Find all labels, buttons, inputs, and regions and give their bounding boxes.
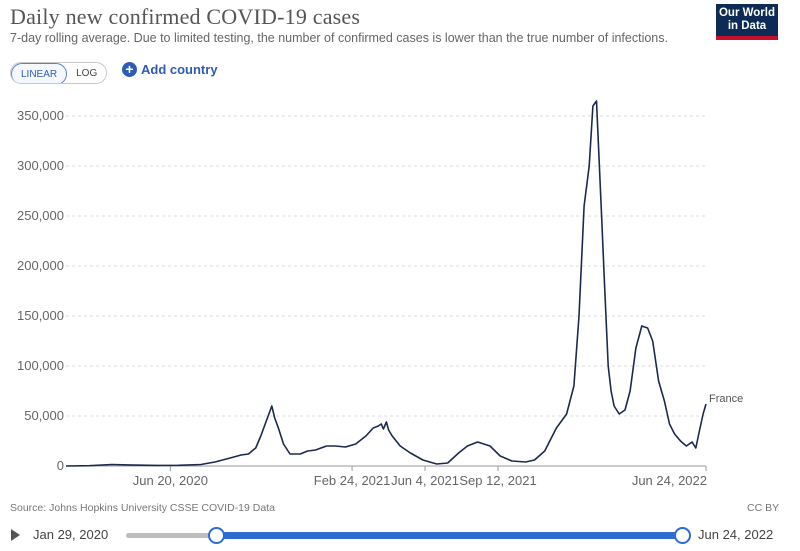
timeline-end-label: Jun 24, 2022	[698, 527, 774, 542]
x-tick-label: Jun 4, 2021	[391, 473, 459, 488]
series-label-france: France	[709, 393, 743, 405]
y-tick-label: 350,000	[17, 108, 64, 123]
chart-subtitle: 7-day rolling average. Due to limited te…	[10, 31, 668, 45]
x-tick-label: Sep 12, 2021	[459, 473, 536, 488]
series-group: France	[65, 100, 743, 467]
plus-circle-icon: +	[122, 62, 137, 77]
y-tick-label: 0	[57, 458, 64, 473]
scale-toggle: LINEAR LOG	[10, 62, 108, 84]
owid-logo[interactable]: Our World in Data	[716, 4, 778, 40]
linear-scale-button[interactable]: LINEAR	[11, 63, 68, 83]
chart-title: Daily new confirmed COVID-19 cases	[10, 4, 361, 29]
license-link[interactable]: CC BY	[747, 502, 780, 514]
y-tick-label: 100,000	[17, 358, 64, 373]
y-axis: 0 50,000 100,000 150,000 200,000 250,000 300,0…	[17, 108, 64, 473]
log-scale-button[interactable]: LOG	[76, 67, 98, 79]
timeline-start-label: Jan 29, 2020	[33, 527, 109, 542]
y-tick-label: 250,000	[17, 208, 64, 223]
y-tick-label: 200,000	[17, 258, 64, 273]
y-tick-label: 50,000	[24, 408, 64, 423]
timeline-selected-range	[216, 532, 682, 539]
timeline-start-handle[interactable]	[208, 527, 225, 544]
y-tick-label: 300,000	[17, 158, 64, 173]
play-icon[interactable]	[11, 529, 20, 541]
logo-line-1: Our World	[718, 7, 775, 19]
timeline: Jan 29, 2020 Jun 24, 2022	[0, 520, 800, 550]
x-tick-label: Jun 24, 2022	[632, 473, 707, 488]
add-country-button[interactable]: + Add country	[122, 62, 218, 77]
grid-lines	[66, 115, 706, 467]
series-line-france	[65, 100, 707, 467]
source-note: Source: Johns Hopkins University CSSE CO…	[10, 502, 275, 514]
x-axis: Jun 20, 2020 Feb 24, 2021 Jun 4, 2021 Sep 1…	[133, 466, 707, 488]
y-tick-label: 150,000	[17, 308, 64, 323]
x-tick-label: Jun 20, 2020	[133, 473, 208, 488]
line-chart: 0 50,000 100,000 150,000 200,000 250,000 300,0…	[17, 100, 743, 488]
timeline-end-handle[interactable]	[674, 527, 691, 544]
x-tick-label: Feb 24, 2021	[314, 473, 391, 488]
logo-line-2: in Data	[727, 20, 767, 32]
add-country-label: Add country	[141, 62, 218, 77]
